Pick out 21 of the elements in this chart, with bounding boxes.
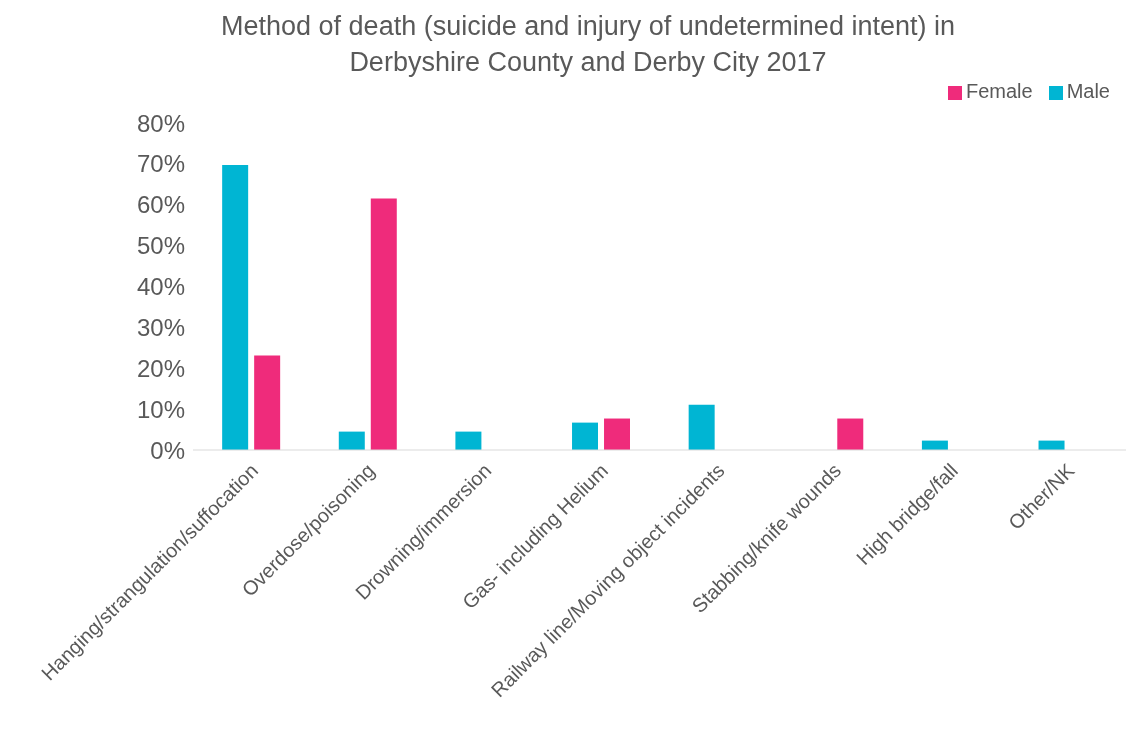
chart-title: Method of death (suicide and injury of undetermined intent) in Derbyshire County and Derby City 2017	[220, 10, 956, 79]
bar	[572, 422, 599, 450]
y-tick-label: 80%	[136, 109, 185, 137]
bar	[222, 165, 249, 450]
bar	[370, 198, 397, 450]
legend-label: Female	[965, 80, 1033, 102]
legend-label: Male	[1066, 80, 1110, 102]
bar	[688, 404, 715, 450]
y-tick-label: 20%	[136, 354, 185, 382]
y-tick-label: 0%	[150, 436, 185, 464]
bar	[837, 418, 864, 450]
y-tick-label: 30%	[136, 313, 185, 341]
bar	[455, 431, 482, 450]
y-tick-label: 60%	[136, 191, 185, 219]
bar	[338, 431, 365, 450]
y-tick-label: 10%	[136, 395, 185, 423]
y-tick-label: 40%	[136, 273, 185, 301]
bar	[604, 418, 631, 450]
bar	[254, 355, 281, 450]
y-tick-label: 50%	[136, 232, 185, 260]
y-tick-label: 70%	[136, 150, 185, 178]
